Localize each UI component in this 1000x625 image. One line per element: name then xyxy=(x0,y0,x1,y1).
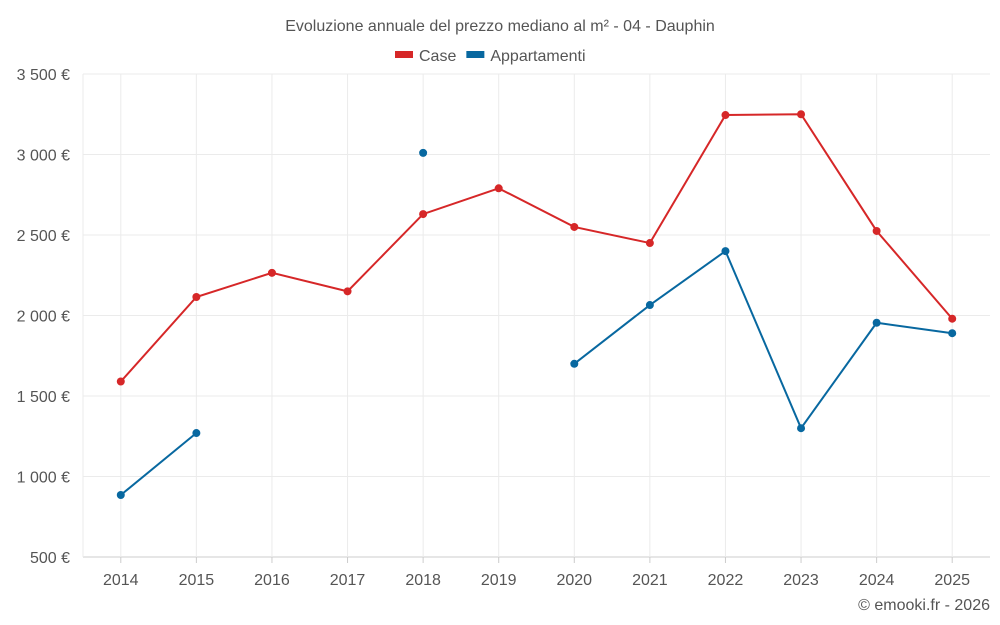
x-tick-label: 2014 xyxy=(103,572,139,589)
x-tick-label: 2017 xyxy=(330,572,366,589)
data-point xyxy=(570,222,579,231)
x-tick-label: 2021 xyxy=(632,572,668,589)
y-tick-label: 1 500 € xyxy=(17,389,70,406)
x-tick-label: 2016 xyxy=(254,572,290,589)
data-point xyxy=(116,377,125,386)
data-point xyxy=(494,184,503,193)
legend-label: Appartamenti xyxy=(490,48,585,65)
data-point xyxy=(948,329,957,338)
series-case xyxy=(116,110,957,386)
legend-swatch xyxy=(466,51,485,58)
legend-label: Case xyxy=(419,48,456,65)
data-point xyxy=(797,110,806,119)
y-tick-label: 3 000 € xyxy=(17,148,70,165)
chart-title: Evoluzione annuale del prezzo mediano al… xyxy=(285,18,715,35)
series-line xyxy=(120,432,198,496)
data-point xyxy=(645,239,654,248)
data-point xyxy=(192,429,201,438)
y-tick-label: 1 000 € xyxy=(17,470,70,487)
x-tick-label: 2018 xyxy=(405,572,441,589)
data-point xyxy=(570,359,579,368)
x-tick-label: 2015 xyxy=(179,572,215,589)
x-tick-label: 2022 xyxy=(708,572,744,589)
data-point xyxy=(343,287,352,296)
y-tick-label: 500 € xyxy=(30,550,70,567)
x-tick-label: 2023 xyxy=(783,572,819,589)
data-point xyxy=(721,247,730,256)
x-tick-label: 2020 xyxy=(556,572,592,589)
legend: Case Appartamenti xyxy=(395,48,586,65)
y-tick-label: 2 000 € xyxy=(17,309,70,326)
axes: 500 € 1 000 € 1 500 € 2 000 € 2 500 € 3 000 €… xyxy=(17,67,970,589)
data-point xyxy=(419,210,428,219)
data-point xyxy=(267,268,276,277)
series-line xyxy=(120,113,953,383)
data-point xyxy=(419,148,428,157)
grid xyxy=(82,73,990,558)
series-line xyxy=(573,249,953,431)
x-tick-label: 2019 xyxy=(481,572,517,589)
y-tick-label: 3 500 € xyxy=(17,67,70,84)
data-point xyxy=(192,292,201,301)
data-point xyxy=(872,226,881,235)
data-point xyxy=(721,111,730,120)
series xyxy=(116,110,957,500)
x-tick-label: 2025 xyxy=(934,572,970,589)
x-tick-label: 2024 xyxy=(859,572,895,589)
legend-swatch xyxy=(395,51,413,58)
data-point xyxy=(948,314,957,323)
credit-text: © emooki.fr - 2026 xyxy=(858,597,990,614)
data-point xyxy=(116,491,125,500)
data-point xyxy=(645,301,654,310)
data-point xyxy=(797,424,806,433)
data-point xyxy=(872,318,881,327)
y-tick-label: 2 500 € xyxy=(17,228,70,245)
series-appartamenti xyxy=(116,148,957,500)
